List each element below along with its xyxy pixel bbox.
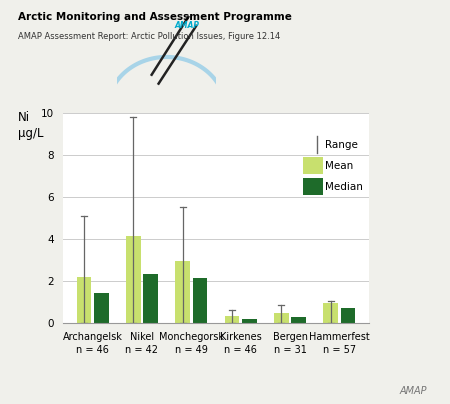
Text: Median: Median (324, 182, 362, 191)
Text: Range: Range (324, 140, 357, 149)
Text: Mean: Mean (324, 161, 353, 170)
Bar (176, 261, 190, 323)
Text: Arctic Monitoring and Assessment Programme: Arctic Monitoring and Assessment Program… (18, 12, 292, 22)
Bar (303, 178, 323, 195)
Bar (274, 313, 289, 323)
Text: AMAP: AMAP (400, 386, 428, 396)
Text: Ni: Ni (18, 111, 30, 124)
Bar (303, 157, 323, 174)
Text: AMAP Assessment Report: Arctic Pollution Issues, Figure 12.14: AMAP Assessment Report: Arctic Pollution… (18, 32, 280, 41)
Bar (324, 303, 338, 323)
Bar (126, 236, 141, 323)
Bar (242, 319, 256, 323)
Bar (225, 316, 239, 323)
Bar (341, 308, 356, 323)
Text: AMAP: AMAP (175, 21, 199, 30)
Bar (76, 277, 91, 323)
Bar (291, 317, 306, 323)
Bar (143, 274, 158, 323)
Bar (193, 278, 207, 323)
Text: μg/L: μg/L (18, 127, 44, 140)
Bar (94, 293, 108, 323)
